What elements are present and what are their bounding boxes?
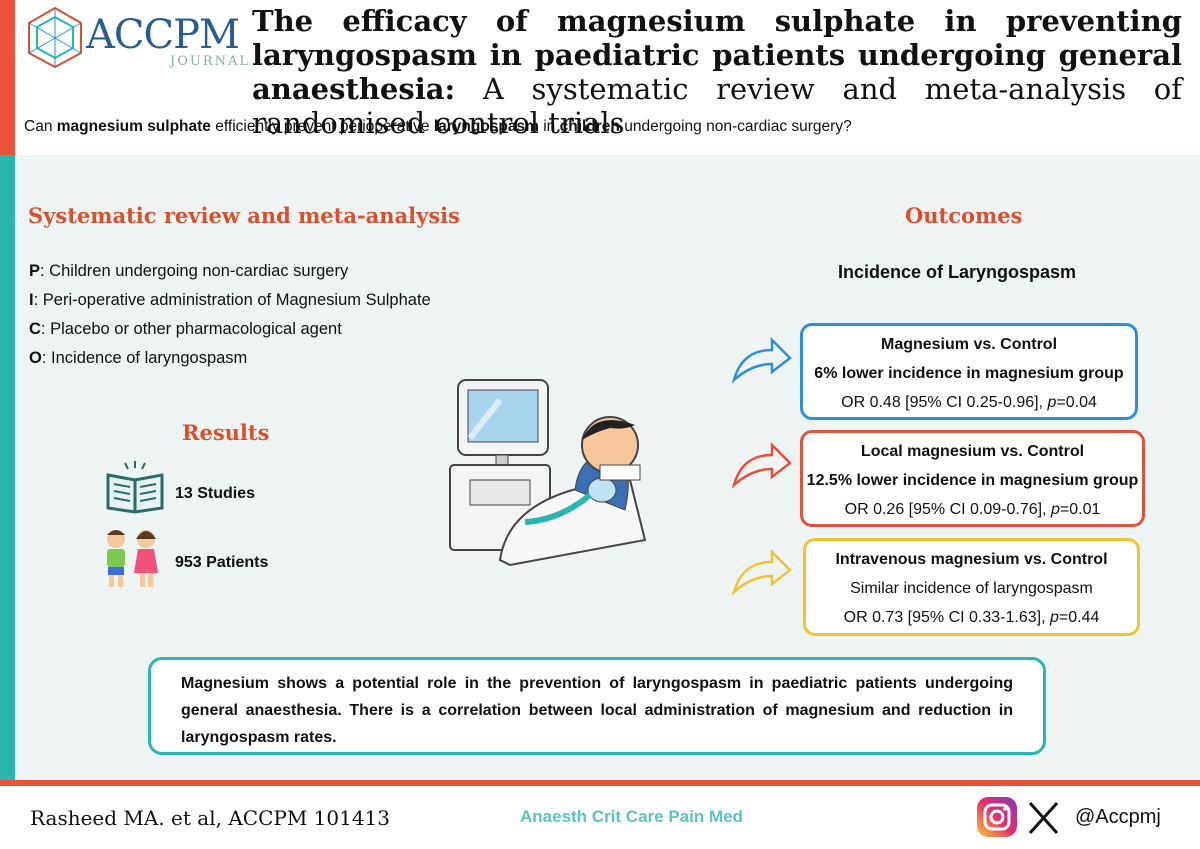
arrows [731, 336, 792, 596]
pico-item: P: Children undergoing non-cardiac surge… [29, 262, 431, 291]
question-part: Can [24, 118, 57, 135]
question: Can magnesium sulphate efficiently preve… [24, 118, 852, 136]
question-part: undergoing non-cardiac surgery? [619, 118, 852, 135]
outcome-title: Magnesium vs. Control [880, 336, 1058, 353]
pico-text: : Peri-operative administration of Magne… [33, 291, 431, 309]
citation: Rasheed MA. et al, ACCPM 101413 [30, 806, 391, 830]
pico-text: : Children undergoing non-cardiac surger… [40, 262, 349, 280]
outcome-stats: OR 0.73 [95% CI 0.33-1.63], p=0.44 [806, 603, 1137, 632]
divider [0, 780, 1200, 786]
question-part: magnesium sulphate [56, 118, 211, 135]
journal: Anaesth Crit Care Pain Med [520, 807, 743, 826]
illustration [449, 379, 647, 567]
stat-part: OR 0.73 [95% CI 0.33-1.63], [843, 609, 1050, 626]
outcomes-subheading: Incidence of Laryngospasm [837, 262, 1077, 282]
pico-letter: O [29, 349, 42, 367]
outcomes-heading: Outcomes [905, 203, 1023, 228]
accent-strip [0, 155, 15, 780]
outcome-stats: OR 0.26 [95% CI 0.09-0.76], p=0.01 [803, 495, 1142, 524]
patients-count: 953 Patients [175, 554, 269, 571]
outcome-finding: 6% lower incidence in magnesium group [814, 365, 1124, 382]
outcome-title: Intravenous magnesium vs. Control [835, 551, 1108, 568]
stat-part: =0.01 [1059, 501, 1101, 518]
pico-letter: P [29, 262, 41, 280]
pico-text: : Placebo or other pharmacological agent [40, 320, 342, 338]
pico-text: : Incidence of laryngospasm [41, 349, 248, 367]
book-icon [106, 461, 164, 514]
stat-part: p [1047, 394, 1057, 411]
outcome-box: Intravenous magnesium vs. Control Similar… [803, 538, 1140, 636]
pico-item: O: Incidence of laryngospasm [29, 349, 431, 378]
outcome-finding: 12.5% lower incidence in magnesium group [806, 472, 1139, 489]
pico-list: P: Children undergoing non-cardiac surge… [29, 262, 431, 378]
stat-part: =0.44 [1058, 609, 1100, 626]
logo-text: ACCPM [86, 12, 240, 58]
pico-letter: I [29, 291, 34, 309]
logo-icon [28, 6, 82, 69]
question-part: in [538, 118, 560, 135]
pico-item: C: Placebo or other pharmacological agen… [29, 320, 431, 349]
conclusion: Magnesium shows a potential role in the … [148, 657, 1046, 755]
title-rest: A systematic review and meta-analysis of… [252, 72, 1182, 140]
outcome-box: Magnesium vs. Control 6% lower incidence … [800, 323, 1138, 420]
kids-icon [107, 530, 158, 587]
outcome-finding: Similar incidence of laryngospasm [850, 580, 1093, 597]
question-part: efficiently prevent perioperative [210, 118, 434, 135]
title-bold: The efficacy of magnesium sulphate in pr… [252, 4, 1182, 106]
stat-part: p [1049, 609, 1059, 626]
title: The efficacy of magnesium sulphate in pr… [252, 4, 1182, 140]
stat-part: =0.04 [1056, 394, 1097, 411]
review-heading: Systematic review and meta-analysis [28, 203, 460, 228]
stat-part: p [1050, 501, 1060, 518]
question-part: laryngospasm [433, 118, 539, 135]
pico-letter: C [29, 320, 41, 338]
outcome-box: Local magnesium vs. Control 12.5% lower i… [800, 430, 1145, 527]
outcome-stats: OR 0.48 [95% CI 0.25-0.96], p=0.04 [803, 388, 1135, 417]
outcome-title: Local magnesium vs. Control [860, 443, 1085, 460]
question-part: children [559, 118, 620, 135]
social-icons [977, 797, 1059, 837]
accent-strip [0, 0, 15, 155]
handle: @Accpmj [1075, 806, 1161, 828]
stat-part: OR 0.26 [95% CI 0.09-0.76], [844, 501, 1051, 518]
logo-sub: JOURNAL [170, 54, 251, 69]
studies-count: 13 Studies [175, 485, 256, 502]
stat-part: OR 0.48 [95% CI 0.25-0.96], [841, 394, 1048, 411]
pico-item: I: Peri-operative administration of Magn… [29, 291, 431, 320]
results-heading: Results [182, 420, 270, 445]
